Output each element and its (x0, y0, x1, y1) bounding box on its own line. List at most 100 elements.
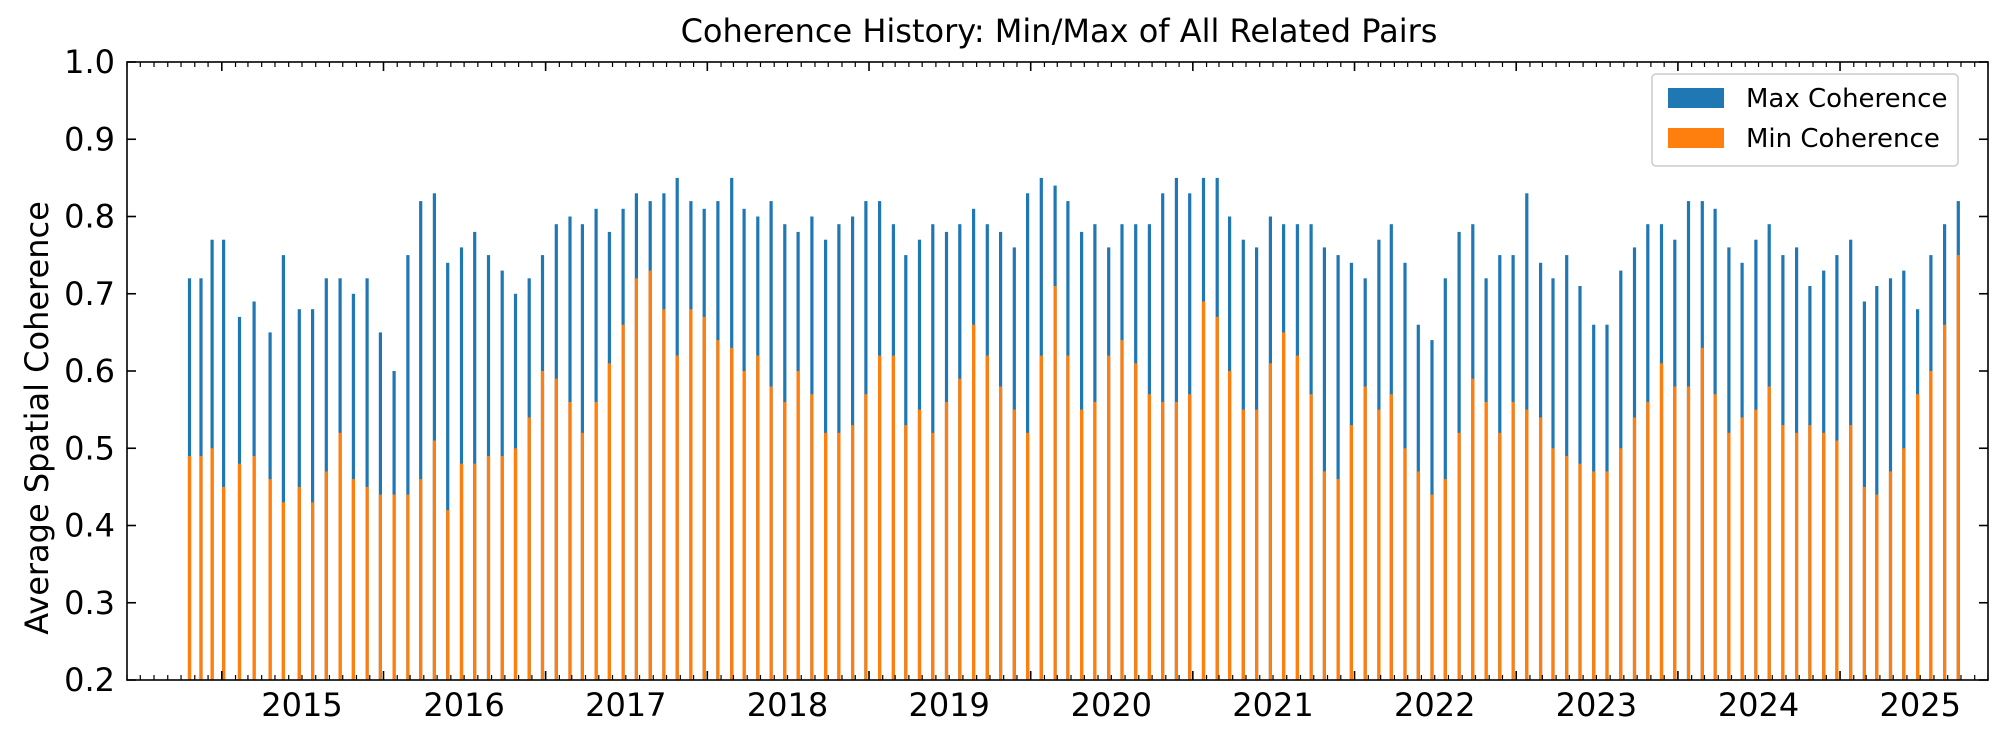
x-tick-label: 2015 (261, 686, 342, 724)
min-coherence-bar (1808, 425, 1812, 680)
min-coherence-bar (1295, 355, 1299, 680)
legend-box (1651, 73, 1959, 167)
y-tick-label: 0.2 (64, 661, 115, 699)
min-coherence-bar (1619, 448, 1623, 681)
min-coherence-bar (1026, 432, 1030, 680)
min-coherence-bar (742, 371, 746, 680)
min-coherence-bar (904, 425, 908, 680)
min-coherence-bar (1012, 409, 1016, 680)
min-coherence-bar (1416, 471, 1420, 680)
min-coherence-bar (1080, 409, 1084, 680)
legend-label-min: Min Coherence (1746, 124, 1940, 154)
y-axis-label: Average Spatial Coherence (18, 201, 56, 635)
min-coherence-bar (1039, 355, 1043, 680)
chart-title: Coherence History: Min/Max of All Relate… (681, 12, 1438, 50)
min-coherence-bar (796, 371, 800, 680)
x-tick-label: 2023 (1556, 686, 1637, 724)
max-coherence-bar (446, 262, 450, 680)
max-coherence-bar (419, 201, 423, 680)
max-coherence-bar (406, 255, 410, 680)
min-coherence-bar (1161, 401, 1165, 680)
min-coherence-bar (1443, 479, 1447, 680)
max-coherence-bar (281, 255, 285, 680)
x-tick-label: 2024 (1718, 686, 1799, 724)
min-coherence-bar (1147, 394, 1151, 680)
legend-swatch-max (1668, 88, 1724, 108)
min-coherence-bar (1943, 324, 1947, 680)
y-tick-label: 0.8 (64, 198, 115, 236)
min-coherence-bar (281, 502, 285, 680)
y-tick-label: 0.4 (64, 507, 115, 545)
min-coherence-bar (931, 432, 935, 680)
min-coherence-bar (486, 456, 491, 680)
min-coherence-bar (878, 355, 882, 680)
min-coherence-bar (1646, 401, 1650, 680)
min-coherence-bar (634, 278, 638, 680)
min-coherence-bar (1457, 432, 1461, 680)
min-coherence-bar (351, 479, 355, 680)
x-tick-label: 2021 (1232, 686, 1313, 724)
max-coherence-bar (311, 309, 315, 680)
min-coherence-bar (1389, 394, 1393, 680)
min-coherence-bar (958, 378, 962, 680)
min-coherence-bar (1268, 363, 1272, 680)
max-coherence-bar (365, 278, 369, 680)
min-coherence-bar (297, 486, 301, 680)
min-coherence-bar (1309, 394, 1313, 680)
min-coherence-bar (324, 471, 328, 680)
min-coherence-bar (1605, 471, 1609, 680)
min-coherence-bar (419, 479, 423, 680)
min-coherence-bar (1188, 394, 1192, 680)
min-coherence-bar (392, 494, 396, 680)
min-coherence-bar (1916, 394, 1920, 680)
min-coherence-bar (972, 324, 976, 680)
min-coherence-bar (1255, 409, 1259, 680)
min-coherence-bar (1713, 394, 1717, 680)
min-coherence-bar (1134, 363, 1138, 680)
min-coherence-bar (1727, 432, 1731, 680)
y-tick-label: 0.5 (64, 429, 115, 467)
min-coherence-bar (999, 386, 1003, 680)
min-coherence-bar (1336, 479, 1340, 680)
min-coherence-bar (1822, 432, 1826, 680)
min-coherence-bar (837, 432, 841, 680)
min-coherence-bars (187, 255, 1960, 681)
min-coherence-bar (1498, 432, 1502, 680)
min-coherence-bar (268, 479, 272, 680)
min-coherence-bar (851, 425, 855, 680)
min-coherence-bar (222, 486, 226, 680)
min-coherence-bar (446, 510, 450, 680)
max-coherence-bar (1322, 247, 1326, 680)
min-coherence-bar (689, 309, 693, 680)
min-coherence-bar (1767, 386, 1771, 680)
min-coherence-bar (500, 456, 504, 680)
min-coherence-bar (1659, 363, 1664, 680)
min-coherence-bar (432, 440, 436, 680)
min-coherence-bar (1403, 448, 1407, 681)
min-coherence-bar (540, 371, 545, 680)
min-coherence-bar (1902, 448, 1906, 681)
min-coherence-bar (568, 401, 572, 680)
max-coherence-bar (432, 193, 436, 681)
min-coherence-bar (1754, 409, 1758, 680)
min-coherence-bar (864, 394, 868, 680)
min-coherence-bar (756, 355, 760, 680)
y-tick-label: 0.9 (64, 120, 115, 158)
min-coherence-bar (1551, 448, 1555, 681)
min-coherence-bar (1430, 494, 1434, 680)
min-coherence-bar (1201, 301, 1206, 680)
min-coherence-bar (1471, 378, 1475, 680)
min-coherence-bar (1888, 471, 1893, 680)
min-coherence-bar (648, 270, 652, 680)
min-coherence-bar (730, 347, 734, 680)
min-coherence-bar (1835, 440, 1839, 680)
x-tick-label: 2016 (423, 686, 504, 724)
min-coherence-bar (891, 355, 895, 680)
min-coherence-bar (1795, 432, 1799, 680)
min-coherence-bar (252, 456, 256, 680)
min-coherence-bar (527, 417, 531, 680)
min-coherence-bar (580, 432, 584, 680)
min-coherence-bar (1956, 255, 1960, 680)
y-tick-label: 0.3 (64, 584, 115, 622)
min-coherence-bar (1849, 425, 1853, 680)
